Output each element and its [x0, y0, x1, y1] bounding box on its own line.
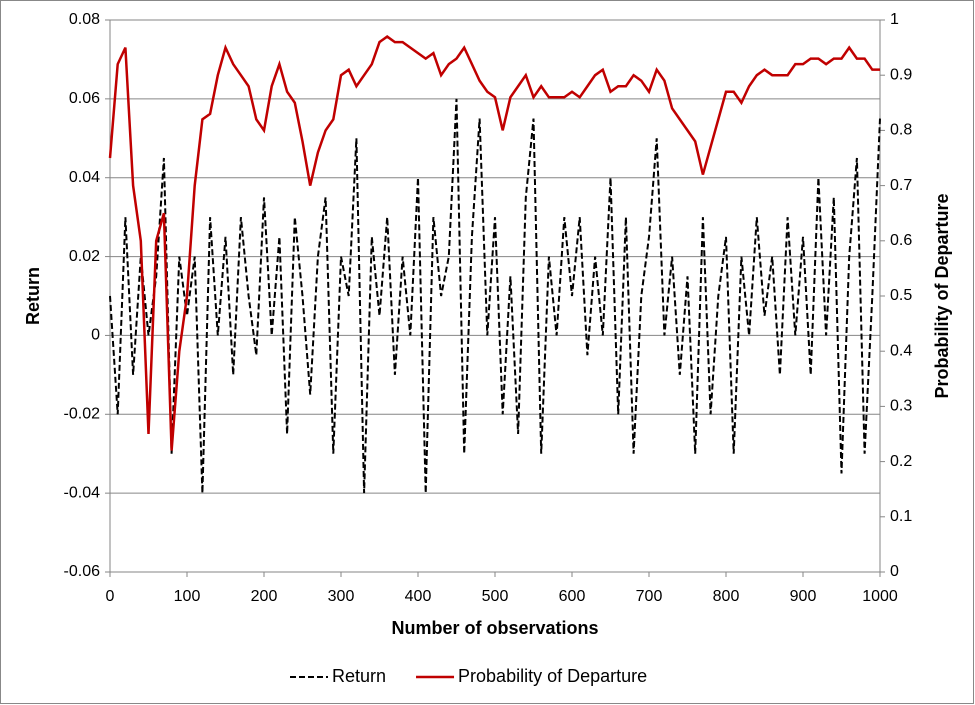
y2-tick-label: 0.9: [890, 66, 912, 83]
y-tick-label: 0: [91, 327, 100, 344]
y2-tick-label: 0.1: [890, 508, 912, 525]
x-tick-label: 300: [328, 588, 355, 605]
y-tick-label: 0.04: [69, 169, 100, 186]
x-tick-label: 700: [636, 588, 663, 605]
x-tick-label: 600: [559, 588, 586, 605]
y2-tick-label: 0.8: [890, 122, 912, 139]
y2-tick-label: 0.3: [890, 398, 912, 415]
y2-tick-label: 0.5: [890, 287, 912, 304]
y2-tick-label: 0: [890, 563, 899, 580]
series-line: [108, 35, 880, 451]
y-axis-title: Return: [23, 267, 43, 325]
y2-tick-label: 0.7: [890, 177, 912, 194]
x-tick-label: 800: [713, 588, 740, 605]
y2-tick-label: 0.2: [890, 453, 912, 470]
y2-tick-label: 1: [890, 11, 899, 28]
x-tick-label: 1000: [862, 588, 898, 605]
y-tick-label: 0.08: [69, 11, 100, 28]
y-tick-label: -0.06: [64, 563, 101, 580]
x-axis-title: Number of observations: [391, 618, 598, 638]
x-tick-label: 200: [251, 588, 278, 605]
y2-tick-label: 0.6: [890, 232, 912, 249]
series-line: [109, 98, 881, 494]
y-tick-label: -0.04: [64, 484, 101, 501]
x-tick-label: 0: [106, 588, 115, 605]
y2-tick-label: 0.4: [890, 342, 912, 359]
x-tick-label: 500: [482, 588, 509, 605]
y2-axis-title: Probability of Departure: [932, 193, 952, 398]
y-tick-label: 0.02: [69, 248, 100, 265]
x-tick-label: 100: [174, 588, 201, 605]
legend-label: Return: [332, 666, 386, 686]
x-tick-label: 900: [790, 588, 817, 605]
x-tick-label: 400: [405, 588, 432, 605]
y-tick-label: 0.06: [69, 90, 100, 107]
legend-label: Probability of Departure: [458, 666, 647, 686]
y-tick-label: -0.02: [64, 406, 101, 423]
